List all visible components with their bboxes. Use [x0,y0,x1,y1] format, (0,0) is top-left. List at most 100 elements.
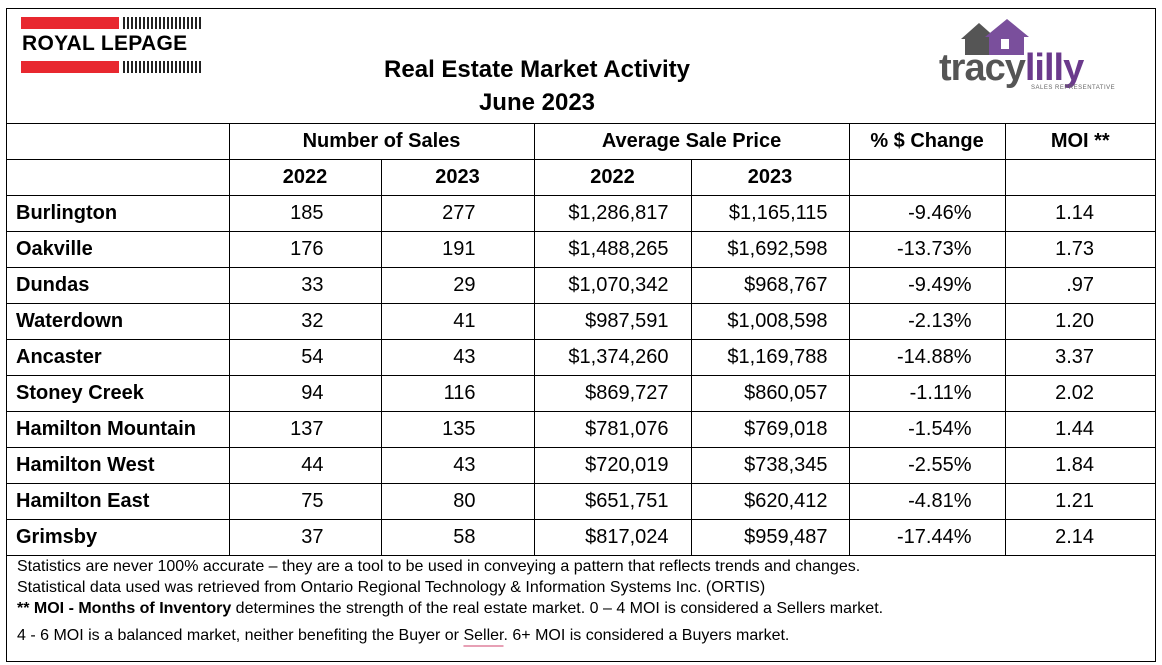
report-frame: ROYAL LEPAGE Real Estate Market Activity… [6,8,1156,662]
sales-2023-cell: 41 [380,303,535,340]
price-2022-cell: $817,024 [533,519,692,556]
percent-change-cell: -13.73% [848,231,1006,268]
report-header: ROYAL LEPAGE Real Estate Market Activity… [7,9,1155,123]
note-moi-text: determines the strength of the real esta… [231,600,884,617]
sales-2022-cell: 176 [228,231,382,268]
table-row: Oakville 176 191 $1,488,265 $1,692,598 -13.73… [7,231,1156,268]
logo-subtitle: SALES REPRESENTATIVE [1031,85,1116,91]
price-2023-cell: $959,487 [690,519,850,556]
sales-2022-cell: 33 [228,267,382,304]
table-row: Ancaster 54 43 $1,374,260 $1,169,788 -14.88% 3… [7,339,1156,376]
header-sales-2023: 2023 [380,159,535,196]
royal-lepage-logo: ROYAL LEPAGE [21,17,201,73]
report-period: June 2023 [478,89,596,116]
note-moi-label: ** MOI - Months of Inventory [17,600,232,617]
percent-change-cell: -17.44% [848,519,1006,556]
sales-2023-cell: 29 [380,267,535,304]
area-cell: Hamilton Mountain [7,411,230,448]
price-2022-cell: $651,751 [533,483,692,520]
moi-cell: 2.02 [1004,375,1156,412]
percent-change-cell: -9.46% [848,195,1006,232]
note-balanced-market: 4 - 6 MOI is a balanced market, neither … [17,627,790,644]
price-2023-cell: $860,057 [690,375,850,412]
note-accuracy: Statistics are never 100% accurate – the… [17,558,861,575]
footnotes: Statistics are never 100% accurate – the… [17,556,1147,646]
moi-cell: 2.14 [1004,519,1156,556]
price-2022-cell: $781,076 [533,411,692,448]
price-2022-cell: $1,286,817 [533,195,692,232]
sales-2022-cell: 75 [228,483,382,520]
table-row: Hamilton West 44 43 $720,019 $738,345 -2.55% 1… [7,447,1156,484]
header-average-sale-price: Average Sale Price [533,123,850,160]
sales-2022-cell: 94 [228,375,382,412]
sales-2023-cell: 58 [380,519,535,556]
area-cell: Stoney Creek [7,375,230,412]
percent-change-cell: -4.81% [848,483,1006,520]
sales-2023-cell: 43 [380,339,535,376]
header-price-2023: 2023 [690,159,850,196]
percent-change-cell: -1.11% [848,375,1006,412]
price-2022-cell: $1,488,265 [533,231,692,268]
area-cell: Dundas [7,267,230,304]
price-2023-cell: $1,008,598 [690,303,850,340]
table-row: Dundas 33 29 $1,070,342 $968,767 -9.49% .97 [7,267,1156,304]
area-cell: Ancaster [7,339,230,376]
sales-2023-cell: 80 [380,483,535,520]
price-2023-cell: $738,345 [690,447,850,484]
price-2023-cell: $620,412 [690,483,850,520]
sales-2022-cell: 185 [228,195,382,232]
price-2023-cell: $1,165,115 [690,195,850,232]
price-2023-cell: $769,018 [690,411,850,448]
table-row: Hamilton Mountain 137 135 $781,076 $769,018-… [7,411,1156,448]
percent-change-cell: -1.54% [848,411,1006,448]
moi-cell: 3.37 [1004,339,1156,376]
note-moi-definition: ** MOI - Months of Inventory determines … [17,598,1147,619]
sales-2022-cell: 137 [228,411,382,448]
area-cell: Burlington [7,195,230,232]
moi-cell: 1.20 [1004,303,1156,340]
sales-2023-cell: 135 [380,411,535,448]
sales-2023-cell: 116 [380,375,535,412]
note-source: Statistical data used was retrieved from… [17,579,766,596]
sales-2023-cell: 43 [380,447,535,484]
table-row: Burlington 185 277 $1,286,817 $1,165,115 -9.4… [7,195,1156,232]
area-cell: Grimsby [7,519,230,556]
table-row: Hamilton East 75 80 $651,751 $620,412 -4.81% 1… [7,483,1156,520]
table-row: Grimsby 37 58 $817,024 $959,487 -17.44% 2.14 [7,519,1156,556]
percent-change-cell: -2.13% [848,303,1006,340]
price-2022-cell: $1,070,342 [533,267,692,304]
moi-cell: 1.73 [1004,231,1156,268]
header-number-of-sales: Number of Sales [228,123,535,160]
year-header-row: 2022 2023 2022 2023 [7,159,1156,196]
price-2022-cell: $869,727 [533,375,692,412]
table-row: Stoney Creek 94 116 $869,727 $860,057 -1.11% 2… [7,375,1156,412]
moi-cell: 1.84 [1004,447,1156,484]
price-2023-cell: $968,767 [690,267,850,304]
price-2022-cell: $1,374,260 [533,339,692,376]
area-cell: Hamilton West [7,447,230,484]
sales-2023-cell: 277 [380,195,535,232]
logo-word-tracy: tracy [939,47,1026,89]
group-header-row: Number of Sales Average Sale Price % $ C… [7,123,1156,160]
percent-change-cell: -9.49% [848,267,1006,304]
price-2023-cell: $1,692,598 [690,231,850,268]
market-table: Number of Sales Average Sale Price % $ C… [7,123,1156,556]
price-2022-cell: $720,019 [533,447,692,484]
moi-cell: 1.21 [1004,483,1156,520]
percent-change-cell: -14.88% [848,339,1006,376]
sales-2022-cell: 37 [228,519,382,556]
sales-2022-cell: 32 [228,303,382,340]
price-2023-cell: $1,169,788 [690,339,850,376]
header-price-2022: 2022 [533,159,692,196]
tracylilly-logo: tracylilly SALES REPRESENTATIVE [919,19,1129,101]
area-cell: Hamilton East [7,483,230,520]
sales-2022-cell: 44 [228,447,382,484]
moi-cell: 1.44 [1004,411,1156,448]
price-2022-cell: $987,591 [533,303,692,340]
royal-lepage-wordmark: ROYAL LEPAGE [22,32,188,55]
moi-cell: 1.14 [1004,195,1156,232]
moi-cell: .97 [1004,267,1156,304]
spellcheck-word: Seller [463,627,504,644]
header-sales-2022: 2022 [228,159,382,196]
area-cell: Waterdown [7,303,230,340]
